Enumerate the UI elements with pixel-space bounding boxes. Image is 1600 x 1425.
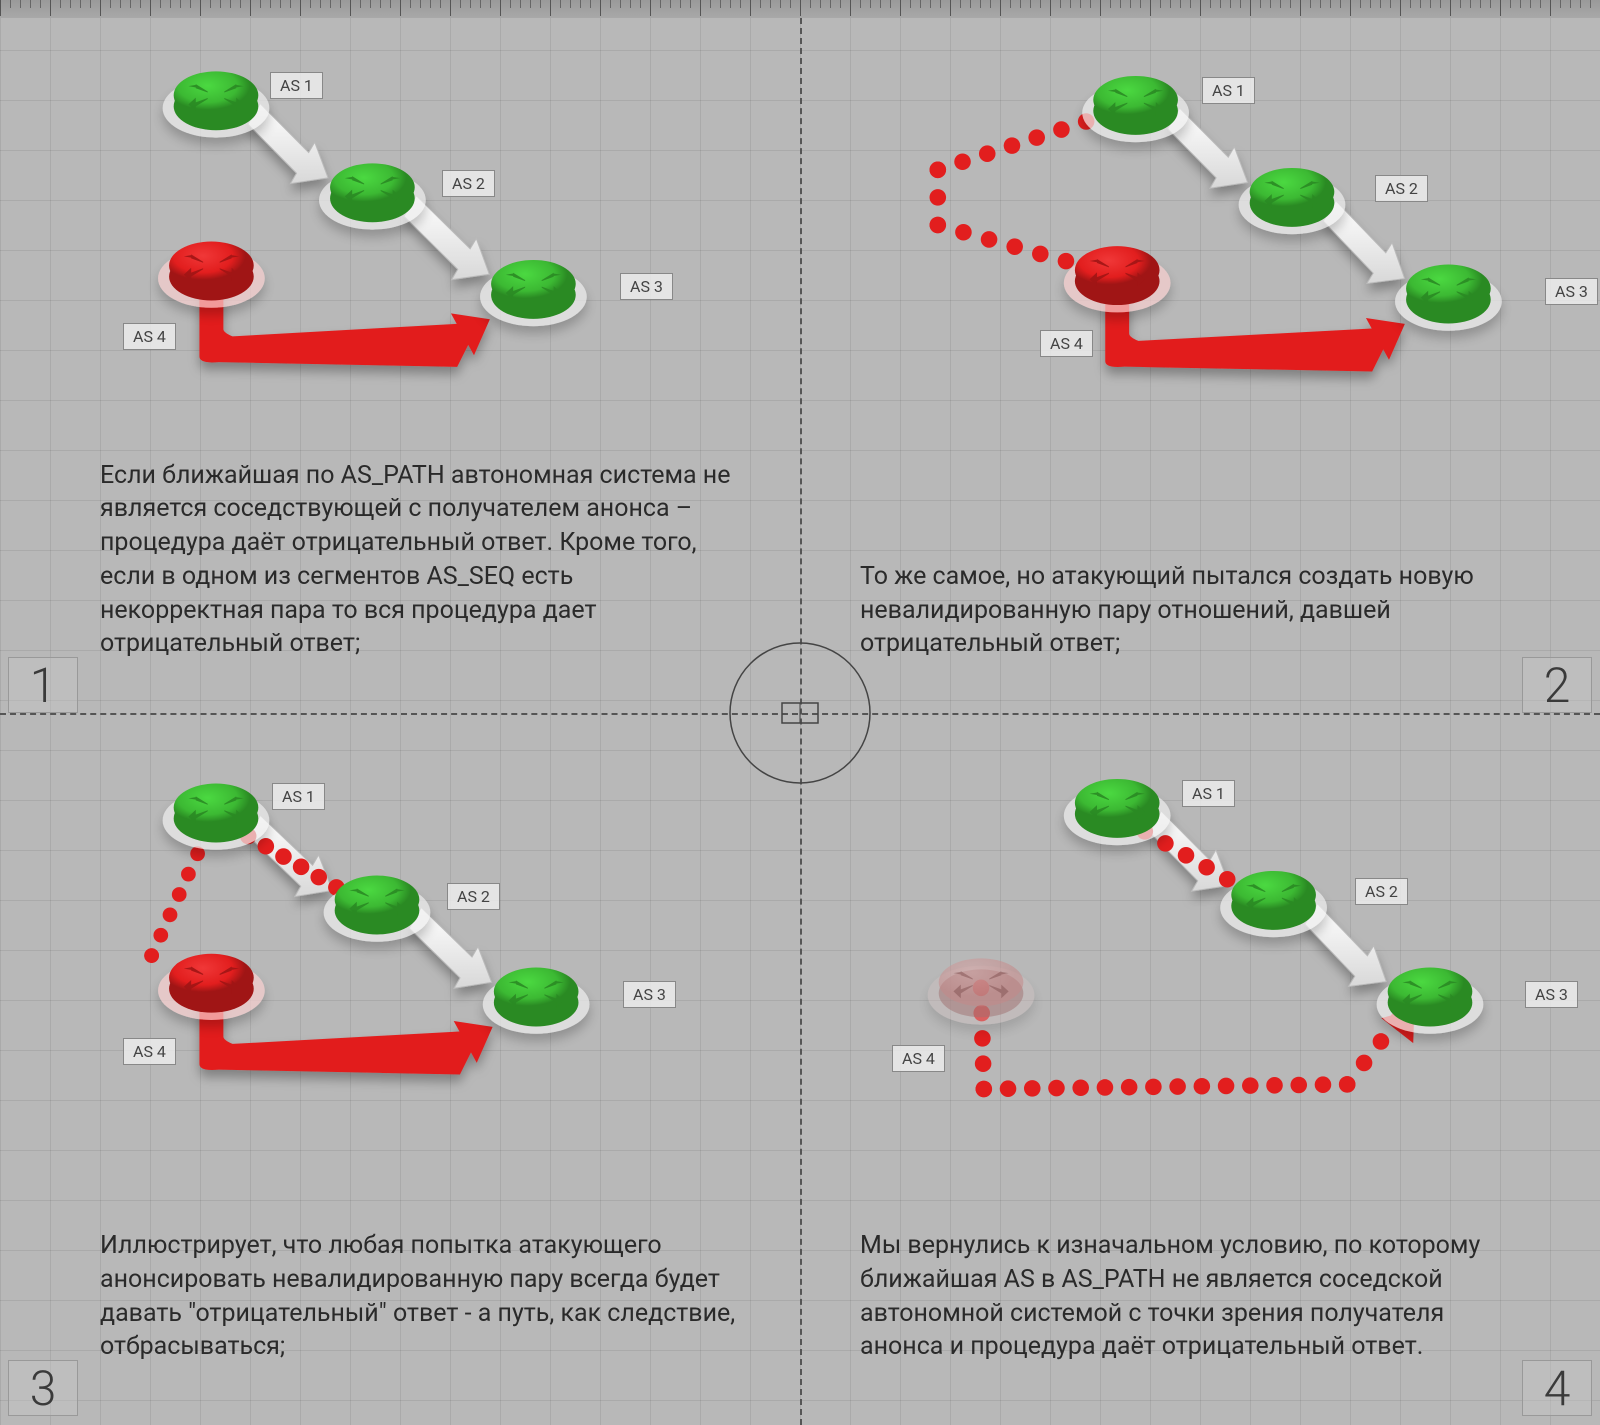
diagram-2 bbox=[800, 18, 1600, 478]
as-label: AS 1 bbox=[272, 783, 325, 810]
as-label: AS 2 bbox=[1355, 878, 1408, 905]
as-label: AS 4 bbox=[123, 323, 176, 350]
panel-2-number: 2 bbox=[1522, 657, 1592, 713]
as-label: AS 3 bbox=[620, 273, 673, 300]
as-label: AS 3 bbox=[623, 981, 676, 1008]
panel-3-caption: Иллюстрирует, что любая попытка атакующе… bbox=[100, 1229, 740, 1364]
panel-4: Мы вернулись к изначальном условию, по к… bbox=[800, 721, 1600, 1424]
panel-2-caption: То же самое, но атакующий пытался создат… bbox=[860, 560, 1520, 661]
as-label: AS 1 bbox=[270, 72, 323, 99]
as-label: AS 4 bbox=[123, 1038, 176, 1065]
ruler-top bbox=[0, 0, 1600, 18]
as-label: AS 2 bbox=[442, 170, 495, 197]
panel-2: То же самое, но атакующий пытался создат… bbox=[800, 18, 1600, 721]
panel-1-number: 1 bbox=[8, 657, 78, 713]
as-label: AS 4 bbox=[892, 1045, 945, 1072]
panel-1-caption: Если ближайшая по AS_PATH автономная сис… bbox=[100, 459, 740, 662]
panel-1: Если ближайшая по AS_PATH автономная сис… bbox=[0, 18, 800, 721]
as-label: AS 2 bbox=[1375, 175, 1428, 202]
panel-3: Иллюстрирует, что любая попытка атакующе… bbox=[0, 721, 800, 1424]
panel-4-caption: Мы вернулись к изначальном условию, по к… bbox=[860, 1229, 1500, 1364]
diagram-3 bbox=[0, 721, 800, 1181]
as-label: AS 2 bbox=[447, 883, 500, 910]
as-label: AS 3 bbox=[1545, 278, 1598, 305]
as-label: AS 1 bbox=[1202, 77, 1255, 104]
as-label: AS 3 bbox=[1525, 981, 1578, 1008]
panel-4-number: 4 bbox=[1522, 1360, 1592, 1416]
as-label: AS 1 bbox=[1182, 780, 1235, 807]
panel-3-number: 3 bbox=[8, 1360, 78, 1416]
diagram-1 bbox=[0, 18, 800, 478]
as-label: AS 4 bbox=[1040, 330, 1093, 357]
